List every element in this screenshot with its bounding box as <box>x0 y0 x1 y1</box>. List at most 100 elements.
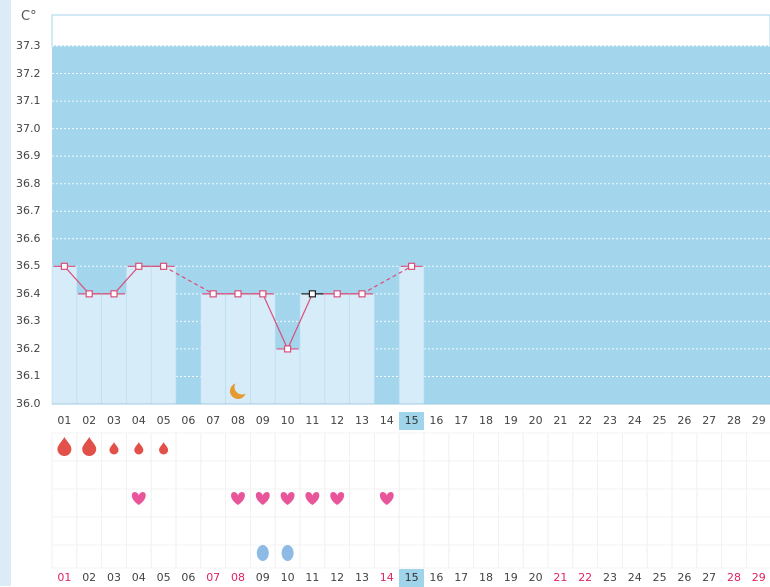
symptom-grid <box>52 433 770 573</box>
x-tick-label[interactable]: 24 <box>627 414 642 427</box>
x-tick-label[interactable]: 20 <box>528 414 543 427</box>
selected-data-point <box>308 290 316 298</box>
x-tick-label[interactable]: 02 <box>82 414 97 427</box>
temperature-bar <box>150 266 177 405</box>
plot-top-strip <box>51 14 770 47</box>
data-point <box>284 345 292 353</box>
data-point <box>160 262 168 270</box>
x-tick-label[interactable]: 13 <box>354 571 369 584</box>
blood-drop-icon <box>57 437 72 457</box>
left-edge-strip <box>0 0 11 586</box>
x-tick-label[interactable]: 11 <box>305 414 320 427</box>
x-tick-label[interactable]: 25 <box>652 414 667 427</box>
y-tick-label: 36.2 <box>16 341 41 355</box>
x-tick-label[interactable]: 23 <box>602 571 617 584</box>
blood-drop-icon <box>82 437 97 457</box>
temperature-bar <box>324 293 350 405</box>
heart-icon <box>231 492 245 505</box>
y-tick-label: 36.0 <box>16 397 41 410</box>
x-tick-label[interactable]: 18 <box>478 414 493 427</box>
x-tick-label[interactable]: 14 <box>379 571 394 584</box>
y-tick-label: 36.7 <box>16 204 41 218</box>
data-point <box>358 290 366 298</box>
y-tick-label: 36.5 <box>16 259 41 273</box>
moon-icon-cutout <box>234 379 250 395</box>
temperature-bar <box>299 293 326 405</box>
y-tick-label: 37.0 <box>16 121 41 135</box>
y-tick-label: 36.4 <box>16 286 41 300</box>
heart-icon <box>131 492 146 505</box>
temperature-bar <box>200 293 226 405</box>
x-tick-label[interactable]: 19 <box>503 414 518 427</box>
x-tick-label[interactable]: 12 <box>330 571 345 584</box>
x-tick-label[interactable]: 24 <box>627 571 642 584</box>
temperature-bar <box>76 293 102 405</box>
x-tick-label[interactable]: 28 <box>726 571 741 584</box>
temperature-bar <box>250 293 276 405</box>
x-tick-label[interactable]: 03 <box>106 414 121 427</box>
x-tick-label[interactable]: 17 <box>454 414 469 427</box>
x-tick-label[interactable]: 01 <box>57 414 72 427</box>
x-tick-label[interactable]: 08 <box>230 571 245 584</box>
x-tick-label[interactable]: 03 <box>106 571 121 584</box>
heart-icon <box>379 492 394 505</box>
data-point <box>60 262 69 270</box>
x-tick-label[interactable]: 20 <box>528 571 543 584</box>
x-tick-label[interactable]: 05 <box>156 571 171 584</box>
y-tick-label: 37.2 <box>16 66 41 80</box>
x-tick-label[interactable]: 02 <box>82 571 97 584</box>
x-tick-label[interactable]: 05 <box>156 414 171 427</box>
x-tick-label[interactable]: 06 <box>181 571 196 584</box>
x-tick-label[interactable]: 18 <box>478 571 493 584</box>
data-point <box>110 290 118 298</box>
x-tick-label[interactable]: 04 <box>131 414 146 427</box>
x-tick-label[interactable]: 23 <box>602 414 617 427</box>
x-tick-label[interactable]: 27 <box>702 571 717 584</box>
x-tick-label[interactable]: 08 <box>230 414 245 427</box>
x-tick-label[interactable]: 04 <box>131 571 146 584</box>
line-segment <box>262 293 289 350</box>
x-tick-label[interactable]: 09 <box>255 571 270 584</box>
x-tick-label[interactable]: 29 <box>751 414 766 427</box>
temperature-bar <box>126 266 152 405</box>
x-tick-label[interactable]: 01 <box>57 571 72 584</box>
x-tick-label[interactable]: 09 <box>255 414 270 427</box>
data-point <box>408 262 416 270</box>
x-tick-label[interactable]: 19 <box>503 571 518 584</box>
y-tick-label: 36.9 <box>16 149 41 163</box>
x-tick-label[interactable]: 21 <box>553 414 568 427</box>
x-tick-label[interactable]: 11 <box>305 571 320 584</box>
x-tick-label[interactable]: 26 <box>677 414 692 427</box>
x-tick-label[interactable]: 07 <box>206 571 221 584</box>
x-tick-label-today[interactable]: 15 <box>399 412 424 430</box>
blood-drop-icon <box>109 442 119 455</box>
x-tick-label[interactable]: 21 <box>553 571 568 584</box>
heart-icon <box>330 492 345 505</box>
x-tick-label[interactable]: 27 <box>702 414 717 427</box>
x-tick-label[interactable]: 06 <box>181 414 196 427</box>
y-tick-label: 36.1 <box>16 369 41 383</box>
x-tick-label[interactable]: 10 <box>280 571 295 584</box>
line-segment-dashed <box>163 265 214 295</box>
x-tick-label[interactable]: 25 <box>652 571 667 584</box>
y-tick-label: 37.3 <box>16 39 41 52</box>
x-tick-label[interactable]: 28 <box>726 414 741 427</box>
x-tick-label[interactable]: 16 <box>429 414 444 427</box>
x-tick-label[interactable]: 13 <box>354 414 369 427</box>
x-tick-label-today[interactable]: 15 <box>399 569 424 587</box>
x-tick-label[interactable]: 22 <box>578 571 593 584</box>
x-tick-label[interactable]: 07 <box>206 414 221 427</box>
x-tick-label[interactable]: 14 <box>379 414 394 427</box>
x-tick-label[interactable]: 17 <box>454 571 469 584</box>
water-drop-icon <box>281 545 294 561</box>
x-tick-label[interactable]: 16 <box>429 571 444 584</box>
blood-drop-icon <box>134 442 144 455</box>
heart-icon <box>255 492 270 505</box>
x-tick-label[interactable]: 10 <box>280 414 295 427</box>
x-tick-label[interactable]: 29 <box>751 571 766 584</box>
y-tick-label: 36.6 <box>16 231 41 245</box>
x-tick-label[interactable]: 12 <box>330 414 345 427</box>
x-tick-label[interactable]: 22 <box>578 414 593 427</box>
x-tick-label[interactable]: 26 <box>677 571 692 584</box>
